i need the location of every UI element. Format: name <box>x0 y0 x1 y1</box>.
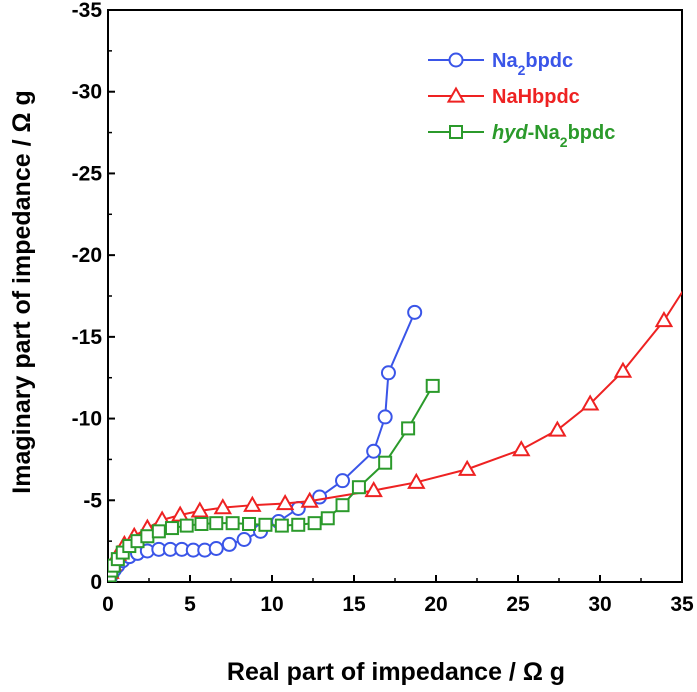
data-point <box>366 443 382 459</box>
data-point <box>291 517 306 532</box>
data-point <box>140 529 155 544</box>
axes <box>107 9 683 583</box>
data-point <box>242 516 257 531</box>
data-point <box>190 501 210 518</box>
y-tick-label: -35 <box>72 0 103 22</box>
plot-frame <box>107 9 683 583</box>
data-point <box>164 521 179 536</box>
legend-label-part: 2 <box>518 62 526 78</box>
data-point <box>274 518 289 533</box>
x-tick-label: 5 <box>184 593 196 616</box>
data-point <box>378 455 393 470</box>
series-line <box>108 290 682 579</box>
data-point <box>512 440 531 457</box>
data-point <box>335 498 350 513</box>
x-tick-label: 20 <box>424 593 447 616</box>
x-tick-label: 30 <box>588 593 611 616</box>
series-hyd-na2bpdc <box>108 378 440 582</box>
data-point <box>300 491 319 508</box>
axis-ticks: 0 5 10 15 20 25 30 35 0 -5 -10 -15 -20 -25 -30 -35 <box>72 0 694 616</box>
data-point <box>307 516 322 531</box>
legend-label-part: hyd <box>492 122 528 144</box>
y-axis-title: Imaginary part of impedance / Ω g <box>8 90 36 493</box>
legend-marker <box>449 125 463 139</box>
legend-label: hyd-Na2bpdc <box>492 122 615 150</box>
data-point <box>221 536 237 552</box>
data-point <box>243 495 262 512</box>
legend-item: hyd-Na2bpdc <box>428 122 615 150</box>
data-point <box>275 494 295 511</box>
legend-label-part: bpdc <box>568 122 616 144</box>
data-point <box>236 532 252 548</box>
legend-marker <box>448 52 464 68</box>
x-tick-label: 35 <box>670 593 694 616</box>
data-point <box>548 420 567 437</box>
data-point <box>194 516 209 531</box>
data-point <box>320 511 335 526</box>
data-point <box>209 516 224 531</box>
data-point <box>179 518 194 533</box>
data-point <box>377 409 393 425</box>
data-point <box>213 498 233 515</box>
legend-marker <box>446 86 466 103</box>
x-tick-label: 0 <box>102 593 114 616</box>
data-point <box>613 361 633 378</box>
y-tick-label: -10 <box>72 408 102 431</box>
y-tick-label: -5 <box>83 489 102 512</box>
data-point <box>335 473 351 489</box>
legend-label-part: NaHbpdc <box>492 86 580 108</box>
data-point <box>258 517 273 532</box>
data-point <box>401 421 416 436</box>
y-tick-label: -30 <box>72 81 102 104</box>
legend-label-part: bpdc <box>525 50 573 72</box>
data-point <box>151 524 166 539</box>
series-nahbpdc <box>108 290 682 582</box>
legend-label: NaHbpdc <box>492 86 580 108</box>
data-point <box>380 365 396 381</box>
y-tick-label: -15 <box>72 326 103 349</box>
x-tick-label: 15 <box>342 593 366 616</box>
data-point <box>225 516 240 531</box>
x-axis-title: Real part of impedance / Ω g <box>227 658 565 686</box>
series-na2bpdc <box>108 304 423 582</box>
data-point <box>208 540 224 556</box>
y-tick-label: -25 <box>72 162 103 185</box>
data-point <box>407 304 423 320</box>
legend-item: Na2bpdc <box>428 50 573 78</box>
data-point <box>654 310 674 328</box>
legend-label-part: Na <box>492 50 518 72</box>
x-tick-label: 25 <box>506 593 530 616</box>
legend-item: NaHbpdc <box>428 86 580 108</box>
data-point <box>457 459 477 476</box>
legend-label: Na2bpdc <box>492 50 573 78</box>
legend-label-part: 2 <box>560 134 568 150</box>
data-point <box>580 394 600 411</box>
x-tick-label: 10 <box>260 593 283 616</box>
data-series <box>108 290 682 582</box>
legend-label-part: -Na <box>528 122 561 144</box>
data-point <box>364 480 383 498</box>
y-tick-label: -20 <box>72 244 102 267</box>
y-tick-label: 0 <box>90 571 102 594</box>
data-point <box>351 480 366 495</box>
data-point <box>425 378 440 393</box>
data-point <box>407 472 426 489</box>
